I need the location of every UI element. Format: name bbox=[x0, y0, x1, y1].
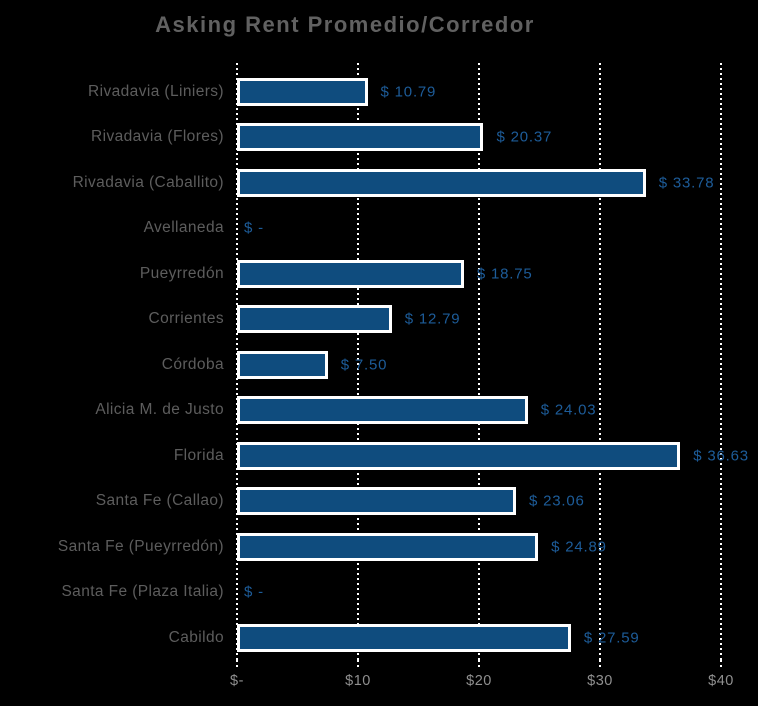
value-label: $ 7.50 bbox=[340, 356, 388, 374]
value-label: $ 33.78 bbox=[658, 174, 715, 192]
bar-row: $ 12.79 bbox=[237, 297, 721, 343]
value-label: $ 36.63 bbox=[693, 447, 749, 465]
bar bbox=[237, 441, 681, 470]
bar-row: $ - bbox=[237, 570, 721, 616]
bar-row: $ 23.06 bbox=[237, 479, 721, 525]
bar-rows: $ 10.79 $ 20.37 $ 33.78 $ - $ 18.75 $ 12.79 $ … bbox=[237, 69, 748, 661]
bar bbox=[237, 77, 368, 106]
bar bbox=[237, 123, 484, 152]
bar bbox=[237, 623, 571, 652]
tick-mark bbox=[357, 660, 359, 667]
category-label: Alicia M. de Justo bbox=[95, 401, 224, 419]
x-tick-label: $30 bbox=[587, 673, 613, 689]
category-label: Cabildo bbox=[168, 628, 224, 646]
bar bbox=[237, 487, 517, 516]
chart-title: Asking Rent Promedio/Corredor bbox=[155, 12, 535, 37]
category-label: Rivadavia (Caballito) bbox=[72, 173, 224, 191]
category-label: Florida bbox=[173, 446, 224, 464]
bar-row: $ 33.78 bbox=[237, 160, 721, 206]
value-label: $ - bbox=[244, 583, 264, 601]
category-label: Corrientes bbox=[148, 310, 224, 328]
x-tick-label: $20 bbox=[466, 673, 492, 689]
bar-row: $ 20.37 bbox=[237, 115, 721, 161]
value-label: $ 23.06 bbox=[529, 492, 585, 510]
x-tick-label: $40 bbox=[708, 673, 734, 689]
value-label: $ 10.79 bbox=[380, 83, 437, 101]
bar-row: $ 36.63 bbox=[237, 433, 748, 479]
value-axis: $- $10 $20 $30 $40 bbox=[230, 673, 733, 695]
category-label: Santa Fe (Pueyrredón) bbox=[57, 537, 224, 555]
category-axis: Rivadavia (Liniers) Rivadavia (Flores) Riv… bbox=[0, 69, 224, 661]
value-label: $ 20.37 bbox=[496, 128, 553, 146]
bar-row: $ 24.03 bbox=[237, 388, 721, 434]
value-label: $ 27.59 bbox=[583, 629, 640, 647]
category-label: Santa Fe (Callao) bbox=[95, 492, 224, 510]
category-label: Pueyrredón bbox=[139, 264, 224, 282]
tick-mark bbox=[478, 660, 480, 667]
category-label: Córdoba bbox=[161, 355, 224, 373]
bar bbox=[237, 532, 539, 561]
bar-row: $ 7.50 bbox=[237, 342, 721, 388]
gridline bbox=[720, 63, 722, 660]
value-label: $ 24.89 bbox=[551, 538, 607, 556]
bar bbox=[237, 259, 464, 288]
category-label: Rivadavia (Flores) bbox=[91, 128, 224, 146]
x-tick-label: $- bbox=[230, 673, 244, 689]
tick-mark bbox=[236, 660, 238, 667]
tick-mark bbox=[720, 660, 722, 667]
bar bbox=[237, 350, 328, 379]
category-label: Rivadavia (Liniers) bbox=[88, 82, 224, 100]
bar bbox=[237, 168, 646, 197]
tick-mark bbox=[599, 660, 601, 667]
category-label: Santa Fe (Plaza Italia) bbox=[61, 583, 224, 601]
bar-row: $ 10.79 bbox=[237, 69, 721, 115]
plot-area: $ 10.79 $ 20.37 $ 33.78 $ - $ 18.75 $ 12.79 $ … bbox=[236, 63, 748, 667]
bar bbox=[237, 305, 392, 334]
bar bbox=[237, 396, 528, 425]
gridline bbox=[478, 63, 480, 660]
bar-row: $ 27.59 bbox=[237, 615, 721, 661]
gridline bbox=[599, 63, 601, 660]
gridline bbox=[357, 63, 359, 660]
bar-row: $ 24.89 bbox=[237, 524, 721, 570]
bar-row: $ 18.75 bbox=[237, 251, 721, 297]
value-label: $ 18.75 bbox=[476, 265, 533, 283]
value-label: $ - bbox=[244, 219, 264, 237]
bar-row: $ - bbox=[237, 206, 721, 252]
x-tick-label: $10 bbox=[345, 673, 371, 689]
category-label: Avellaneda bbox=[143, 219, 224, 237]
value-label: $ 24.03 bbox=[540, 401, 597, 419]
value-label: $ 12.79 bbox=[404, 310, 461, 328]
